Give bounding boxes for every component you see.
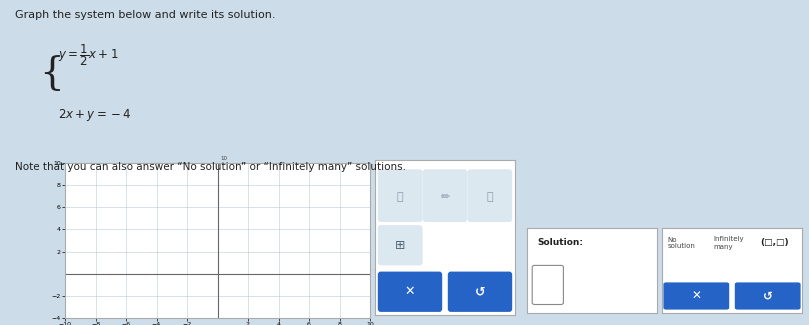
Text: 10: 10 (373, 269, 380, 274)
Text: No
solution: No solution (667, 237, 696, 250)
Text: ↺: ↺ (475, 285, 485, 298)
Text: ↺: ↺ (763, 290, 773, 303)
FancyBboxPatch shape (468, 169, 512, 222)
Text: ⊞: ⊞ (395, 239, 405, 252)
FancyBboxPatch shape (448, 272, 512, 312)
Text: ✕: ✕ (404, 285, 415, 298)
Text: $2x+y=-4$: $2x+y=-4$ (58, 107, 132, 123)
FancyBboxPatch shape (378, 272, 443, 312)
Text: (□,□): (□,□) (760, 238, 789, 247)
Text: {: { (39, 55, 64, 92)
Text: ⟍: ⟍ (486, 192, 493, 202)
FancyBboxPatch shape (378, 225, 422, 266)
Text: 10: 10 (221, 156, 227, 161)
Text: Note that you can also answer “No solution” or “Infinitely many” solutions.: Note that you can also answer “No soluti… (15, 162, 405, 173)
Text: ⬜: ⬜ (397, 192, 404, 202)
FancyBboxPatch shape (663, 282, 729, 310)
Text: Solution:: Solution: (537, 238, 583, 247)
FancyBboxPatch shape (422, 169, 468, 222)
FancyBboxPatch shape (532, 266, 563, 305)
Text: ✕: ✕ (692, 290, 701, 303)
Text: $y = \dfrac{1}{2}x+1$: $y = \dfrac{1}{2}x+1$ (58, 42, 119, 68)
Text: Infinitely
many: Infinitely many (714, 237, 744, 250)
FancyBboxPatch shape (735, 282, 801, 310)
Text: Graph the system below and write its solution.: Graph the system below and write its sol… (15, 10, 275, 20)
Text: ✏: ✏ (440, 192, 450, 202)
FancyBboxPatch shape (378, 169, 422, 222)
